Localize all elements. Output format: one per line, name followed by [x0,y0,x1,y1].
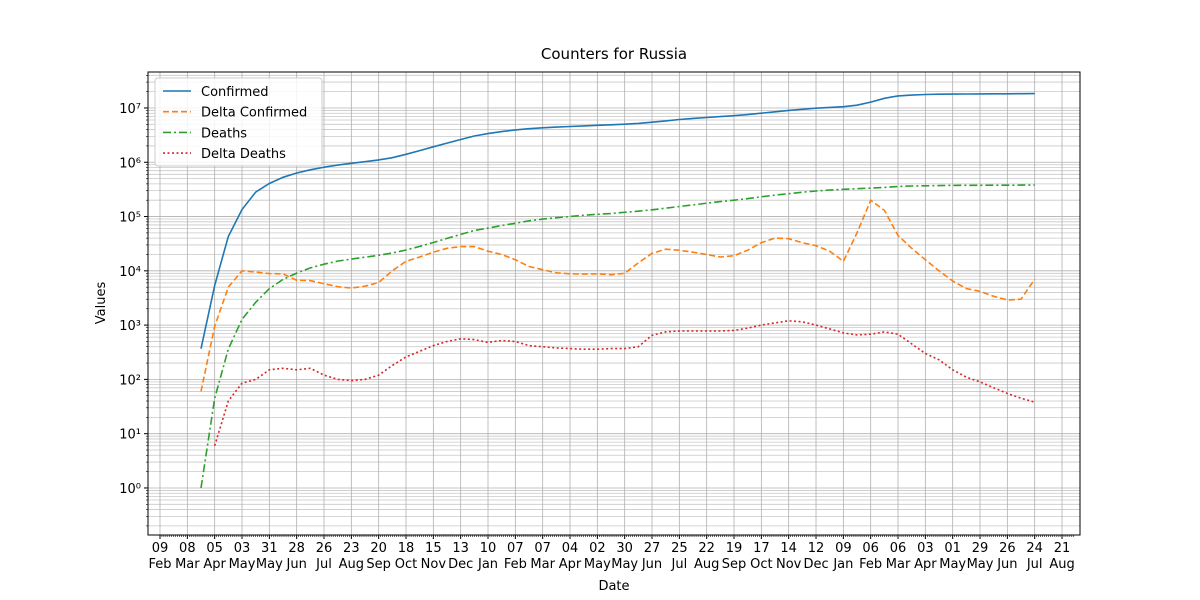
legend-label: Delta Confirmed [201,106,307,121]
x-tick-label: 30 May [611,541,639,572]
legend-label: Delta Deaths [201,147,286,162]
x-tick-label: 23 Aug [338,541,365,572]
x-tick-label: 07 Mar [530,541,555,572]
x-tick-label: 07 Feb [503,541,527,572]
x-tick-label: 20 Sep [366,541,391,572]
x-tick-label: 25 Jul [671,541,688,572]
x-tick-label: 09 Feb [148,541,172,572]
x-tick-label: 06 Feb [859,541,883,572]
x-tick-label: 02 May [583,541,611,572]
x-tick-label: 28 Jun [286,541,307,572]
x-tick-label: 27 Jun [641,541,663,572]
x-axis-label: Date [598,579,629,594]
x-tick-label: 26 Jun [997,541,1018,572]
x-tick-label: 01 May [939,541,967,572]
legend-label: Deaths [201,126,247,141]
x-tick-label: 29 May [966,541,994,572]
plot-frame [147,71,1081,536]
x-tick-label: 03 Apr [914,541,937,572]
legend-label: Confirmed [201,85,269,100]
legend-box [154,77,323,167]
x-tick-label: 18 Oct [394,541,418,572]
x-tick-label: 03 May [228,541,256,572]
y-tick-label: 10² [119,373,141,388]
x-tick-label: 31 May [255,541,283,572]
x-tick-label: 22 Aug [693,541,720,572]
x-tick-label: 17 Oct [750,541,773,572]
y-tick-label: 10³ [119,319,141,334]
x-tick-label: 08 Mar [175,541,200,572]
x-tick-label: 14 Nov [775,541,802,572]
x-tick-label: 21 Aug [1049,541,1075,572]
y-tick-label: 10⁰ [119,482,141,497]
y-tick-label: 10⁴ [119,265,141,280]
x-tick-label: 06 Mar [885,541,911,572]
y-tick-label: 10¹ [119,428,141,443]
y-tick-label: 10⁶ [119,156,141,171]
x-tick-label: 19 Sep [721,541,747,572]
x-tick-label: 04 Apr [558,541,582,572]
series-line [200,92,1035,349]
series-line [200,198,1036,392]
x-tick-label: 26 Jul [315,541,333,572]
x-tick-label: 12 Dec [803,541,829,572]
y-axis-label: Values [94,282,109,325]
chart-title: Counters for Russia [541,45,687,63]
series-line [213,319,1035,446]
series-line [200,184,1035,489]
x-tick-label: 10 Jan [477,541,499,572]
x-tick-label: 13 Dec [448,541,474,572]
y-tick-label: 10⁷ [119,102,141,117]
x-tick-label: 05 Apr [203,541,226,572]
x-tick-label: 24 Jul [1026,541,1043,572]
x-tick-label: 15 Nov [420,541,447,572]
y-tick-label: 10⁵ [119,211,141,226]
x-tick-label: 09 Jan [833,541,854,572]
